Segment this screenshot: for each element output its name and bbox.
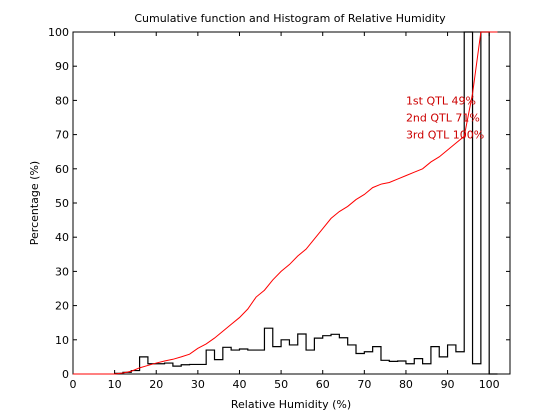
x-tick-label: 20 xyxy=(149,378,163,391)
y-tick-label: 30 xyxy=(55,265,69,278)
quantile-annotation: 3rd QTL 100% xyxy=(406,129,484,142)
plot-area xyxy=(72,31,511,375)
y-tick-label: 60 xyxy=(55,163,69,176)
y-tick-label: 0 xyxy=(62,368,69,381)
x-tick-label: 0 xyxy=(70,378,77,391)
x-tick-label: 100 xyxy=(479,378,500,391)
x-tick-label: 50 xyxy=(274,378,288,391)
histogram-series xyxy=(114,31,498,375)
y-tick-label: 50 xyxy=(55,197,69,210)
cumulative-line xyxy=(73,31,498,375)
x-tick-label: 10 xyxy=(108,378,122,391)
annotations: 1st QTL 49% 2nd QTL 71% 3rd QTL 100% xyxy=(406,94,484,141)
chart-title: Cumulative function and Histogram of Rel… xyxy=(134,12,446,25)
quantile-annotation: 2nd QTL 71% xyxy=(406,112,480,125)
x-tick-label: 30 xyxy=(191,378,205,391)
axis-ticks: 0 10 20 30 40 50 60 70 80 90 100 0 10 20 30 40 50 60 70 80 9… xyxy=(48,26,510,391)
y-tick-label: 10 xyxy=(55,334,69,347)
x-tick-label: 80 xyxy=(399,378,413,391)
y-tick-label: 100 xyxy=(48,26,69,39)
x-tick-label: 70 xyxy=(357,378,371,391)
histogram-line xyxy=(114,31,498,375)
x-tick-label: 40 xyxy=(232,378,246,391)
y-tick-label: 80 xyxy=(55,94,69,107)
x-axis-label: Relative Humidity (%) xyxy=(231,398,351,411)
x-tick-label: 90 xyxy=(441,378,455,391)
y-axis-label: Percentage (%) xyxy=(28,161,41,245)
y-tick-label: 70 xyxy=(55,129,69,142)
y-tick-label: 40 xyxy=(55,231,69,244)
x-tick-label: 60 xyxy=(316,378,330,391)
y-tick-label: 20 xyxy=(55,300,69,313)
y-tick-label: 90 xyxy=(55,60,69,73)
quantile-annotation: 1st QTL 49% xyxy=(406,94,476,107)
cumulative-series xyxy=(73,31,498,375)
